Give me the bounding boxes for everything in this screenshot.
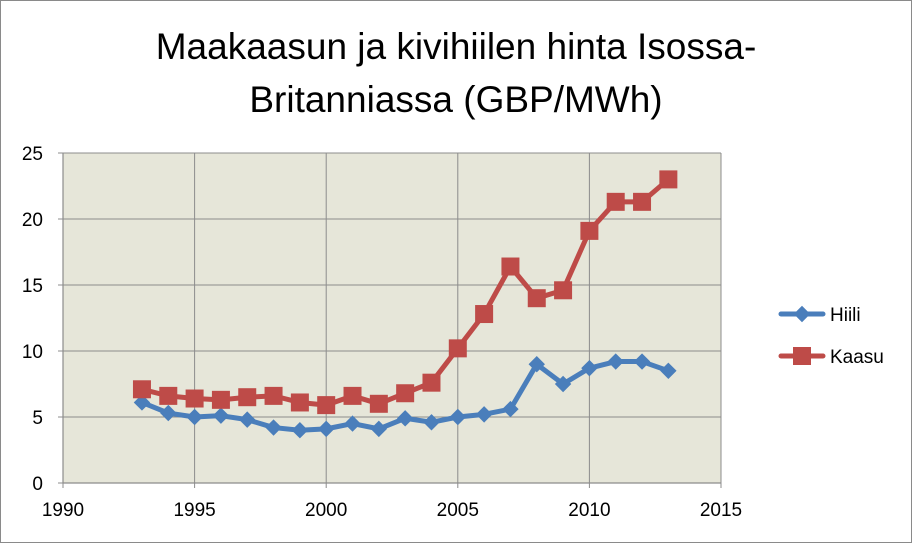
legend: Hiili Kaasu [778,305,884,368]
data-point-hiili [475,406,493,423]
data-point-hiili [581,359,598,377]
data-point-kaasu [633,192,652,211]
data-point-hiili [133,394,151,411]
data-point-kaasu [369,394,388,413]
data-point-kaasu [264,386,283,405]
data-point-hiili [607,353,624,370]
data-point-hiili [396,410,414,427]
y-tick-label: 0 [32,474,43,495]
data-point-hiili [528,355,545,373]
data-point-hiili [660,362,677,380]
data-point-hiili [423,414,440,431]
data-point-hiili [554,375,572,393]
data-point-kaasu [422,373,441,392]
data-point-kaasu [501,257,520,276]
x-tick-label: 2015 [700,500,742,521]
data-point-hiili [239,411,256,428]
legend-label-hiili: Hiili [830,305,861,326]
data-point-kaasu [606,192,625,211]
x-tick-label: 2010 [568,500,610,521]
data-point-kaasu [396,384,415,403]
x-tick-label: 1990 [42,500,84,521]
data-point-kaasu [448,339,467,358]
data-point-hiili [502,400,519,418]
data-point-hiili [449,408,467,426]
plot-area: 1990 1995 2000 2005 2010 2015 0 5 10 15 20 25 [22,144,742,521]
data-point-kaasu [343,386,362,405]
data-point-kaasu [527,289,546,308]
x-tick-label: 2005 [437,500,479,521]
data-point-kaasu [659,170,678,189]
y-tick-label: 20 [22,210,43,231]
chart-title-line-2: Britanniassa (GBP/MWh) [249,79,662,120]
y-tick-label: 25 [22,144,43,165]
data-point-hiili [633,353,651,370]
data-point-kaasu [580,221,599,240]
data-point-kaasu [475,305,494,324]
data-point-kaasu [554,281,573,300]
data-point-hiili [160,404,177,422]
data-point-kaasu [317,396,336,415]
data-point-kaasu [159,386,178,405]
data-point-kaasu [290,393,309,412]
legend-label-kaasu: Kaasu [830,347,884,368]
data-point-kaasu [211,390,230,409]
data-point-hiili [265,419,282,436]
y-tick-label: 10 [22,342,43,363]
data-point-hiili [186,408,203,426]
data-point-hiili [212,407,230,424]
x-tick-label: 1995 [173,500,215,521]
data-point-hiili [344,415,361,432]
data-point-kaasu [185,389,204,408]
data-point-hiili [370,420,388,438]
data-point-kaasu [132,380,151,399]
legend-marker-hiili [793,305,811,323]
data-point-hiili [291,421,309,439]
y-tick-label: 5 [32,408,43,429]
data-point-kaasu [238,388,257,407]
data-point-hiili [317,420,335,438]
y-tick-label: 15 [22,276,43,297]
x-tick-label: 2000 [305,500,347,521]
chart-title-line-1: Maakaasun ja kivihiilen hinta Isossa- [156,26,757,67]
legend-marker-kaasu [793,347,811,365]
